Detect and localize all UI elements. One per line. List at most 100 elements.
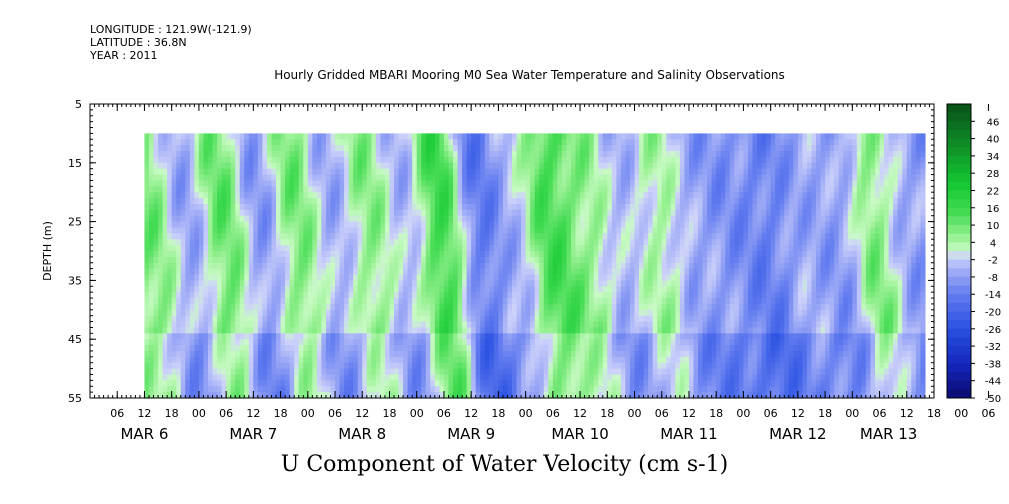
heatmap-cell [521,350,527,358]
heatmap-cell [471,245,477,252]
heatmap-cell [534,239,540,246]
heatmap-cell [629,356,636,364]
heatmap-cell [620,245,627,252]
heatmap-cell [412,186,418,193]
heatmap-cell [344,327,350,334]
heatmap-cell [203,268,209,276]
heatmap-cell [394,198,400,205]
heatmap-cell [548,209,554,217]
heatmap-cell [416,315,422,323]
heatmap-cell [384,168,391,176]
heatmap-cell [570,298,577,305]
heatmap-cell [384,133,391,140]
heatmap-cell [480,245,486,252]
heatmap-cell [325,315,332,323]
heatmap-cell [448,309,454,317]
heatmap-cell [412,362,418,370]
heatmap-cell [407,198,413,205]
heatmap-cell [271,268,277,276]
heatmap-cell [471,274,477,281]
heatmap-cell [362,286,368,293]
heatmap-cell [493,386,499,393]
heatmap-cell [344,209,350,217]
heatmap-cell [525,162,531,170]
heatmap-cell [475,233,481,240]
heatmap-cell [285,280,291,287]
heatmap-cell [357,239,363,246]
heatmap-cell [348,333,354,340]
heatmap-cell [539,251,545,258]
heatmap-cell [353,233,359,240]
heatmap-cell [380,174,386,182]
heatmap-cell [203,280,209,287]
heatmap-cell [321,192,327,199]
heatmap-cell [539,133,545,140]
heatmap-cell [262,274,268,281]
heatmap-cell [266,262,273,270]
heatmap-cell [325,274,332,281]
heatmap-cell [176,309,182,317]
heatmap-cell [325,145,332,152]
heatmap-cell [217,251,223,258]
heatmap-cell [434,168,440,176]
heatmap-cell [180,298,186,305]
heatmap-cell [443,268,450,276]
heatmap-cell [439,221,445,229]
heatmap-cell [203,392,209,399]
heatmap-cell [375,386,382,393]
heatmap-cell [453,380,459,387]
heatmap-cell [212,380,218,387]
heatmap-cell [398,133,404,140]
heatmap-cell [412,350,418,358]
heatmap-cell [230,245,236,252]
heatmap-cell [629,380,636,387]
heatmap-cell [230,315,236,323]
heatmap-cell [162,280,168,287]
heatmap-cell [516,345,522,352]
heatmap-cell [262,280,268,287]
heatmap-cell [153,356,159,364]
heatmap-cell [312,309,318,317]
heatmap-cell [466,327,472,334]
heatmap-cell [575,251,581,258]
heatmap-cell [335,251,341,258]
heatmap-cell [462,239,468,246]
heatmap-cell [153,350,159,358]
heatmap-cell [294,227,300,234]
heatmap-cell [480,151,486,158]
heatmap-cell [339,327,345,334]
heatmap-cell [616,251,622,258]
heatmap-cell [203,174,209,182]
heatmap-cell [552,380,558,387]
heatmap-cell [611,174,617,182]
heatmap-cell [471,162,477,170]
heatmap-cell [144,251,150,258]
heatmap-cell [357,315,363,323]
heatmap-cell [598,380,604,387]
heatmap-cell [602,168,608,176]
heatmap-cell [362,227,368,234]
heatmap-cell [593,303,599,311]
heatmap-cell [262,239,268,246]
heatmap-cell [489,356,495,364]
heatmap-cell [407,245,413,252]
heatmap-cell [335,345,341,352]
heatmap-cell [316,133,323,140]
heatmap-cell [552,327,558,334]
heatmap-cell [589,386,595,393]
heatmap-cell [403,245,409,252]
heatmap-cell [239,386,245,393]
heatmap-cell [425,233,431,240]
heatmap-cell [525,392,531,399]
heatmap-cell [194,350,200,358]
heatmap-cell [371,145,377,152]
heatmap-cell [239,315,245,323]
heatmap-cell [448,298,454,305]
heatmap-cell [557,162,563,170]
heatmap-cell [375,380,382,387]
heatmap-cell [489,233,495,240]
heatmap-cell [512,392,518,399]
heatmap-cell [158,280,164,287]
heatmap-cell [639,380,645,387]
heatmap-cell [398,374,404,381]
